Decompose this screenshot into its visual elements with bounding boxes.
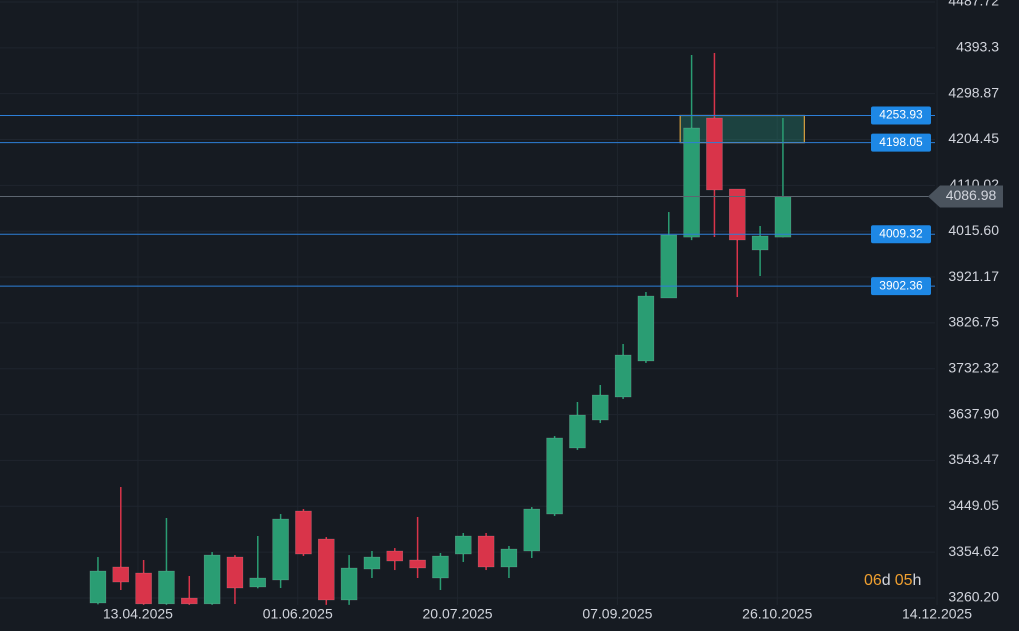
candle-body [158,570,175,605]
candle-body [477,535,495,568]
y-tick-label: 3637.90 [948,405,999,421]
y-tick-label: 3921.17 [948,268,999,284]
y-tick-label: 4204.45 [948,130,999,146]
candle-body [683,127,700,238]
candle-body [135,572,152,605]
candle-body [660,234,678,299]
candle-body [500,548,518,568]
x-tick-label: 20.07.2025 [423,606,493,622]
candle-body [181,597,198,605]
candle-body [432,555,449,579]
candle-body [751,235,769,251]
level-label-box [871,133,931,152]
level-label-box [871,277,931,296]
y-tick-label: 4015.60 [948,222,999,238]
candle-body [112,566,130,583]
level-label-box [871,225,931,244]
candle-body [203,554,221,605]
candle-body [340,567,358,601]
candle-body [569,414,586,449]
y-tick-label: 3354.62 [948,543,999,559]
y-tick-label: 3826.75 [948,314,999,330]
candle-body [318,538,335,601]
level-label: 4198.05 [879,135,923,149]
candle-body [546,437,563,515]
countdown-day-unit: d [882,572,891,589]
candle-body [774,196,792,238]
level-label: 4009.32 [879,226,923,240]
countdown-hour-unit: h [913,572,922,589]
candle-body [89,570,107,604]
candle-body [272,518,289,581]
candle-body [637,295,655,362]
candle-body [614,354,632,398]
x-tick-label: 14.12.2025 [902,606,972,622]
y-tick-label: 4393.3 [956,39,999,55]
candle-body [409,559,426,569]
y-tick-label: 3543.47 [948,451,999,467]
countdown: 06d 05h [864,572,921,589]
candle-body [226,556,244,589]
candle-body [386,550,404,562]
x-tick-label: 26.10.2025 [742,606,812,622]
candle-body [523,508,541,552]
candle-body [249,577,267,588]
y-tick-label: 4298.87 [948,84,999,100]
x-tick-label: 01.06.2025 [263,606,333,622]
x-tick-label: 07.09.2025 [582,606,652,622]
candle-body [592,394,609,421]
y-tick-label: 4487.72 [948,0,999,9]
y-tick-label: 3732.32 [948,359,999,375]
level-label: 4253.93 [879,108,923,122]
candle-body [706,117,723,191]
countdown-hours: 05 [895,572,913,589]
y-tick-label: 3260.20 [948,589,999,605]
x-tick-label: 13.04.2025 [103,606,173,622]
countdown-days: 06 [864,572,882,589]
candle-body [363,556,381,570]
y-tick-label: 3449.05 [948,497,999,513]
candle-body [295,510,312,555]
level-label-box [871,106,931,125]
current-price-box [928,185,1003,208]
candle-body [455,535,472,555]
candle-body [729,188,746,241]
level-label: 3902.36 [879,278,923,292]
current-price-label: 4086.98 [946,187,997,203]
